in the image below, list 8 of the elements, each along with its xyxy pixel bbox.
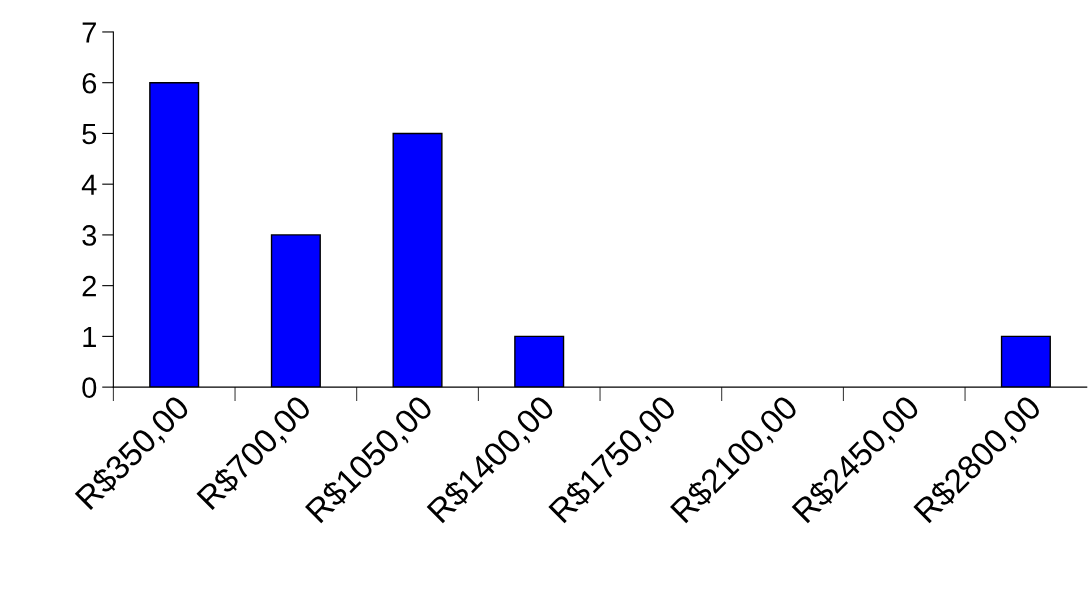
- y-tick-label: 5: [82, 123, 97, 145]
- y-tick-label: 3: [82, 225, 97, 246]
- y-tick-label: 0: [82, 377, 97, 398]
- y-tick-label: 7: [82, 22, 96, 43]
- y-tick-label: 1: [83, 326, 96, 347]
- y-tick-label: 4: [81, 174, 97, 195]
- y-tick-label: 2: [82, 275, 96, 297]
- y-tick-label: 6: [82, 72, 97, 94]
